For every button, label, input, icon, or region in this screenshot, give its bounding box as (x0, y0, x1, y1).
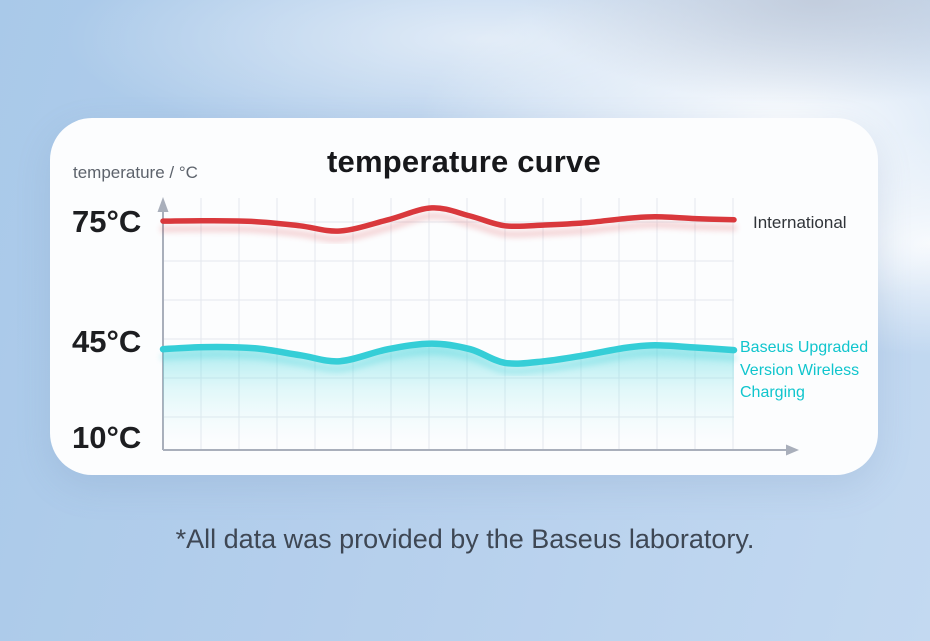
x-axis-arrow-icon (786, 444, 799, 456)
y-axis-arrow-icon (157, 197, 169, 212)
series-international-glow (160, 212, 737, 243)
y-tick-75: 75°C (72, 204, 142, 239)
series-baseus-line (159, 340, 738, 367)
temperature-chart (157, 197, 799, 456)
y-tick-45: 45°C (72, 324, 142, 359)
series-baseus-area (163, 343, 734, 450)
y-tick-10: 10°C (72, 420, 142, 455)
chart-title: temperature curve (327, 144, 601, 179)
legend-baseus: Baseus Upgraded Version Wireless Chargin… (740, 339, 869, 401)
series-international-line (160, 205, 737, 234)
series-baseus-glow (160, 348, 737, 375)
chart-card: temperature curve temperature / °C 75°C … (50, 118, 878, 475)
y-axis-label: temperature / °C (73, 163, 198, 182)
legend-international: International (753, 213, 847, 232)
footnote-caption: *All data was provided by the Baseus lab… (175, 524, 755, 554)
